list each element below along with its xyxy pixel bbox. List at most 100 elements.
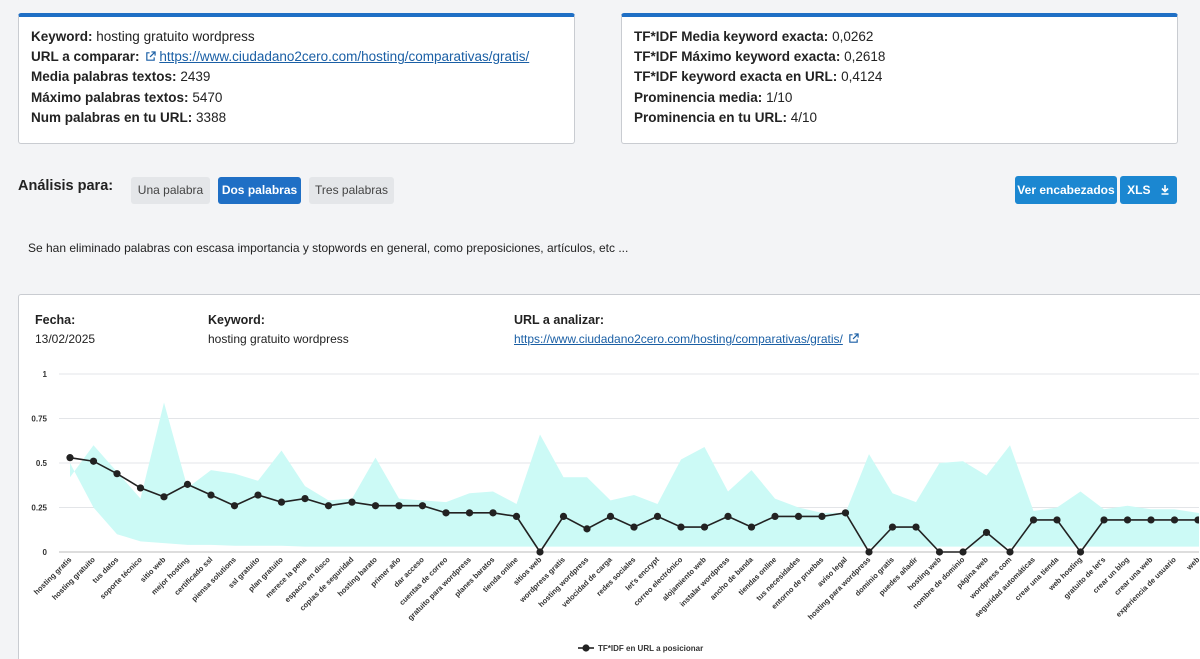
max-words-label: Máximo palabras textos: <box>31 89 189 105</box>
avg-words-row: Media palabras textos: 2439 <box>31 67 562 87</box>
data-point <box>1123 516 1132 524</box>
tab-two-words[interactable]: Dos palabras <box>218 177 301 204</box>
y-tick-label: 0 <box>43 548 48 557</box>
data-point <box>888 523 897 531</box>
download-icon <box>1161 185 1169 195</box>
data-point <box>1147 516 1155 524</box>
data-point <box>1029 516 1038 524</box>
data-point <box>277 498 286 506</box>
data-point <box>536 548 544 556</box>
data-point <box>724 512 732 520</box>
data-point <box>66 454 74 462</box>
legend-label: TF*IDF en URL a posicionar <box>598 644 703 653</box>
tfidf-url-value: 0,4124 <box>841 69 883 85</box>
tfidf-max-row: TF*IDF Máximo keyword exacta: 0,2618 <box>634 47 1165 67</box>
data-point <box>747 523 756 531</box>
max-words-row: Máximo palabras textos: 5470 <box>31 88 562 108</box>
data-point <box>465 509 474 517</box>
tfidf-max-value: 0,2618 <box>844 49 886 65</box>
data-point <box>583 525 591 533</box>
data-point <box>959 548 967 556</box>
tab-three-words[interactable]: Tres palabras <box>309 177 394 204</box>
data-point <box>982 528 991 537</box>
keyword-value: hosting gratuito wordpress <box>96 29 255 44</box>
data-point <box>1006 548 1014 556</box>
data-point <box>254 491 262 499</box>
prom-url-value: 4/10 <box>790 109 818 125</box>
tfidf-max-label: TF*IDF Máximo keyword exacta: <box>634 49 841 65</box>
chart-panel: Fecha: 13/02/2025 Keyword: hosting gratu… <box>18 294 1200 659</box>
external-link-icon[interactable] <box>145 51 156 62</box>
keyword-label: Keyword: <box>31 29 93 44</box>
compare-url-link[interactable]: https://www.ciudadano2cero.com/hosting/c… <box>159 49 530 65</box>
chart-keyword-label: Keyword: <box>208 313 265 327</box>
avg-words-value: 2439 <box>180 69 211 85</box>
analyze-url-row: https://www.ciudadano2cero.com/hosting/c… <box>514 332 862 346</box>
data-point <box>418 502 427 510</box>
data-point <box>183 480 192 488</box>
max-words-value: 5470 <box>192 89 223 105</box>
analyze-url-label: URL a analizar: <box>514 313 605 327</box>
analyze-url-link[interactable]: https://www.ciudadano2cero.com/hosting/c… <box>514 332 843 346</box>
data-point <box>818 512 826 520</box>
url-words-value: 3388 <box>196 109 227 125</box>
tfidf-url-row: TF*IDF keyword exacta en URL: 0,4124 <box>634 67 1165 87</box>
data-point <box>395 502 403 510</box>
y-tick-label: 0.75 <box>31 415 47 424</box>
keyword-row: Keyword: hosting gratuito wordpress <box>31 27 562 47</box>
data-point <box>865 548 873 556</box>
data-point <box>160 493 168 501</box>
prom-url-row: Prominencia en tu URL: 4/10 <box>634 108 1165 128</box>
data-point <box>1170 516 1179 524</box>
compare-url-row: URL a comparar: https://www.ciudadano2ce… <box>31 47 562 67</box>
tfidf-avg-label: TF*IDF Media keyword exacta: <box>634 29 829 44</box>
tab-one-word[interactable]: Una palabra <box>131 177 210 204</box>
url-words-label: Num palabras en tu URL: <box>31 109 193 125</box>
data-point <box>489 509 497 517</box>
prom-url-label: Prominencia en tu URL: <box>634 109 788 125</box>
date-label: Fecha: <box>35 313 76 327</box>
data-point <box>348 498 356 506</box>
y-tick-label: 0.25 <box>31 504 47 513</box>
chart-keyword-value: hosting gratuito wordpress <box>208 332 349 346</box>
data-point <box>1194 516 1199 524</box>
data-point <box>912 523 920 531</box>
tfidf-url-label: TF*IDF keyword exacta en URL: <box>634 69 838 85</box>
data-point <box>771 512 779 520</box>
data-point <box>136 484 145 492</box>
x-tick-label: web <box>1184 555 1199 573</box>
data-point <box>371 502 380 510</box>
xls-label: XLS <box>1127 183 1151 197</box>
data-point <box>559 512 568 520</box>
data-point <box>301 495 309 503</box>
data-point <box>606 512 615 520</box>
view-headings-button[interactable]: Ver encabezados <box>1015 176 1117 204</box>
series-line <box>69 456 1199 554</box>
data-point <box>794 512 803 520</box>
data-point <box>1076 548 1085 556</box>
prom-avg-value: 1/10 <box>766 89 793 105</box>
data-point <box>630 523 638 531</box>
compare-url-label: URL a comparar: <box>31 49 140 65</box>
external-link-icon[interactable] <box>848 333 859 344</box>
summary-card-left: Keyword: hosting gratuito wordpress URL … <box>18 13 575 144</box>
range-area <box>70 402 1199 547</box>
data-point <box>677 523 685 531</box>
data-point <box>230 502 239 510</box>
data-point <box>841 509 850 517</box>
prom-avg-label: Prominencia media: <box>634 89 763 105</box>
xls-download-button[interactable]: XLS <box>1120 176 1177 204</box>
avg-words-label: Media palabras textos: <box>31 69 177 85</box>
date-value: 13/02/2025 <box>35 332 96 346</box>
data-point <box>324 502 333 510</box>
y-tick-label: 0.5 <box>36 459 48 468</box>
stopwords-note: Se han eliminado palabras con escasa imp… <box>28 241 629 255</box>
y-tick-label: 1 <box>43 370 48 379</box>
tfidf-avg-value: 0,0262 <box>832 29 874 44</box>
summary-card-right: TF*IDF Media keyword exacta: 0,0262 TF*I… <box>621 13 1178 144</box>
data-point <box>700 523 709 531</box>
data-point <box>935 548 944 556</box>
data-point <box>1053 516 1061 524</box>
data-point <box>113 470 121 478</box>
